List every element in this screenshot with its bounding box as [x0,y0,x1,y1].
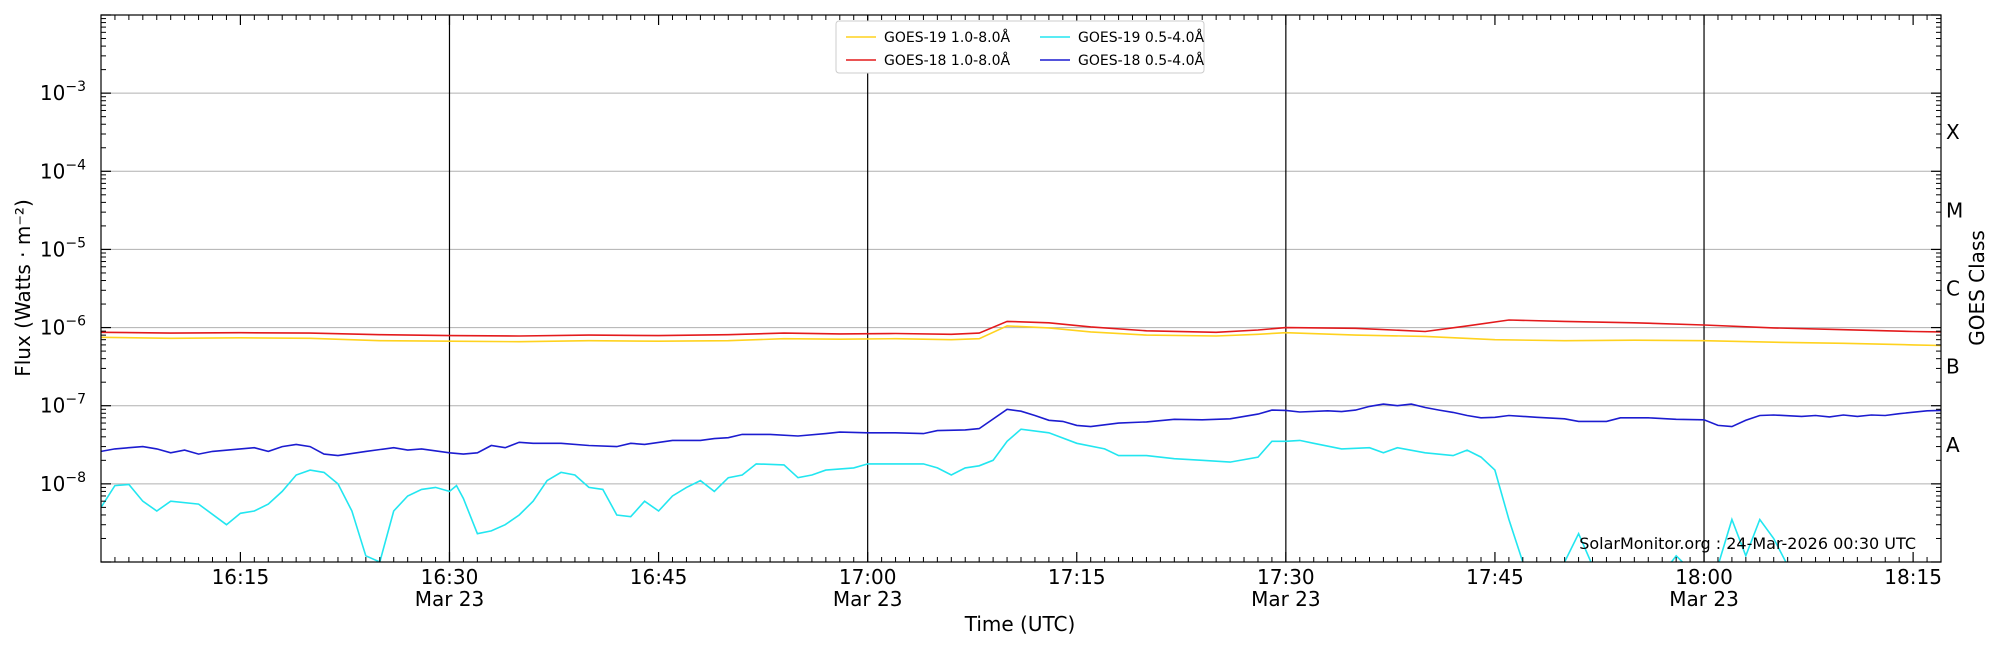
source-annotation: SolarMonitor.org : 24-Mar-2026 00:30 UTC [1579,534,1916,553]
y-tick-label: 10−7 [40,392,86,418]
x-tick-label: 17:30 [1257,565,1315,589]
goes-class-label: C [1946,277,1960,301]
y-tick-label: 10−4 [40,157,86,183]
series-line [101,325,1941,347]
y-tick-label: 10−6 [40,314,86,340]
day-vertical-lines [448,15,1705,562]
plot-frame [100,14,1942,563]
y-axis-title: Flux (Watts · m⁻²) [11,199,35,377]
right-axis-title: GOES Class [1965,230,1989,346]
x-tick-sublabel: Mar 23 [833,587,903,611]
legend-label: GOES-19 0.5-4.0Å [1078,29,1204,46]
series-line [101,319,1941,337]
x-tick-label: 18:00 [1675,565,1733,589]
x-tick-label: 17:45 [1466,565,1524,589]
legend-label: GOES-18 1.0-8.0Å [884,52,1010,69]
series-line [101,403,1941,457]
x-tick-sublabel: Mar 23 [1669,587,1739,611]
series-line [101,428,1787,562]
y-tick-labels: 10−8 10−7 10−6 10−5 10−4 10−3 [40,79,86,496]
goes-class-labels: A B C M X [1946,120,1963,457]
x-tick-label: 17:15 [1048,565,1106,589]
legend-label: GOES-18 0.5-4.0Å [1078,52,1204,69]
y-tick-label: 10−8 [40,470,86,496]
x-tick-sublabel: Mar 23 [415,587,485,611]
y-tick-label: 10−5 [40,235,86,261]
x-tick-label: 17:00 [839,565,897,589]
x-tick-label: 18:15 [1884,565,1942,589]
legend: GOES-19 1.0-8.0Å GOES-18 1.0-8.0Å GOES-19 … [835,20,1205,74]
goes-class-label: A [1946,433,1960,457]
y-gridlines [101,92,1941,485]
goes-class-label: B [1946,355,1960,379]
legend-label: GOES-19 1.0-8.0Å [884,29,1010,46]
x-tick-sublabel: Mar 23 [1251,587,1321,611]
series-lines [101,319,1941,562]
axis-ticks [100,14,1942,563]
x-tick-label: 16:15 [212,565,270,589]
goes-class-label: M [1946,198,1963,222]
x-tick-label: 16:45 [630,565,688,589]
legend-box [835,20,1205,74]
y-tick-label: 10−3 [40,79,86,105]
goes-class-label: X [1946,120,1960,144]
x-tick-label: 16:30 [421,565,479,589]
x-axis-title: Time (UTC) [964,612,1076,636]
